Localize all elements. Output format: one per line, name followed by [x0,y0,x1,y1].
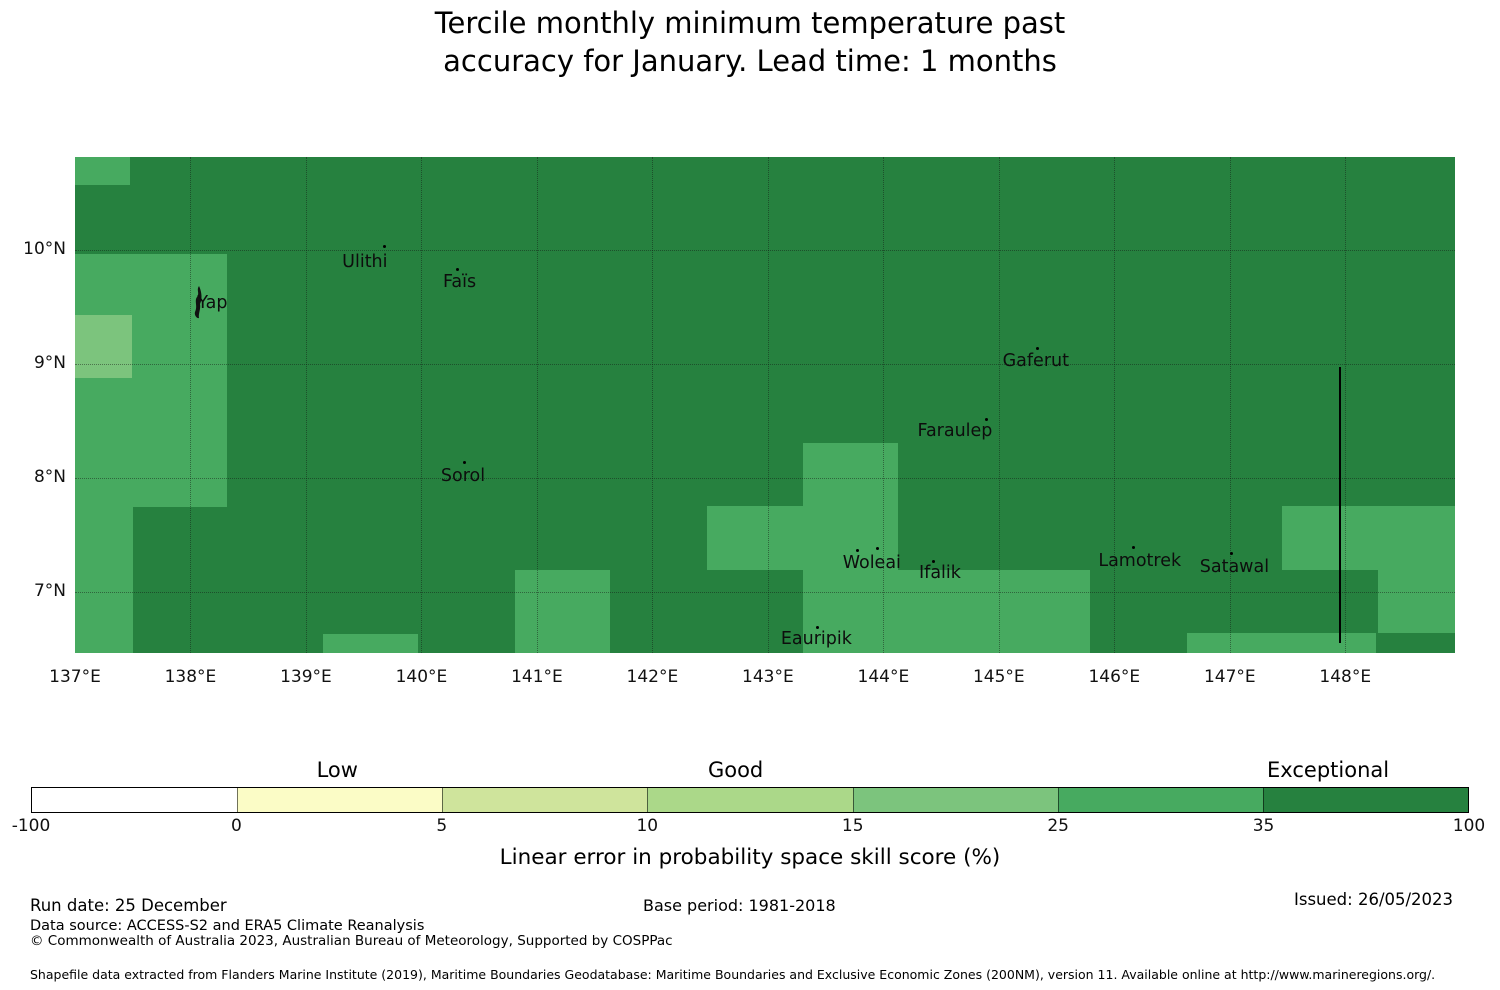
colorbar-category-label: Low [316,758,358,782]
gridline-meridian [998,157,1000,653]
colorbar-segment [442,788,648,812]
eez-boundary-line [1338,367,1341,643]
map-cell [1187,632,1377,653]
gridline-parallel [75,477,1455,479]
colorbar-tick-label: 5 [436,816,448,836]
map-cell [323,633,418,653]
island-label: Ifalik [919,563,961,584]
colorbar-tick-label: 0 [231,816,242,836]
y-axis-tick-label: 7°N [33,580,66,601]
island-marker-dot [383,245,387,249]
gridline-parallel [75,591,1455,593]
island-label: Eauripik [780,629,852,650]
island-marker-dot [815,625,819,629]
island-marker-dot [985,417,989,421]
x-axis-tick-label: 141°E [511,667,563,687]
colorbar-tick-label: 35 [1252,816,1275,836]
chart-title-line1: Tercile monthly minimum temperature past [434,6,1066,40]
colorbar-segment [1057,788,1263,812]
map-cell [802,442,899,570]
map-cell [802,569,1091,653]
x-axis-tick-label: 138°E [164,667,217,687]
chart-title-line2: accuracy for January. Lead time: 1 month… [443,44,1057,78]
island-label: Faraulep [917,421,993,442]
island-marker-dot [1229,552,1233,556]
map-cell [514,569,610,653]
island-marker-dot [462,461,466,465]
island-label: Woleai [842,553,901,574]
colorbar-tick-label: 15 [841,816,864,836]
gridline-meridian [1114,157,1116,653]
copyright-text: © Commonwealth of Australia 2023, Austra… [30,933,673,949]
shapefile-attribution-text: Shapefile data extracted from Flanders M… [30,967,1436,982]
run-date-text: Run date: 25 December [30,896,227,915]
map-cell [75,157,131,186]
island-marker-dot [456,267,460,271]
island-marker-dot [876,546,880,550]
gridline-meridian [421,157,423,653]
colorbar-category-label: Good [707,758,764,782]
map-cell [75,253,228,508]
colorbar-category-label: Exceptional [1267,758,1390,782]
map-cell [1281,506,1455,570]
colorbar-tick-label: 100 [1452,816,1486,836]
gridline-meridian [767,157,769,653]
issued-date-text: Issued: 26/05/2023 [1294,890,1454,909]
gridline-parallel [75,250,1455,252]
x-axis-tick-label: 140°E [395,667,448,687]
colorbar-segment [237,788,443,812]
map-cell [75,507,133,653]
colorbar [31,787,1469,813]
yap-island-shape [190,285,206,321]
colorbar-segment [32,788,238,812]
gridline-meridian [1345,157,1347,653]
y-axis-tick-label: 8°N [33,466,66,487]
x-axis-tick-label: 148°E [1319,667,1372,687]
island-label: Gaferut [1002,350,1069,371]
x-axis-tick-label: 143°E [742,667,794,687]
colorbar-tick-label: 10 [636,816,659,836]
x-axis-tick-label: 139°E [280,667,332,687]
map-cell [1377,569,1455,633]
gridline-meridian [536,157,538,653]
gridline-meridian [652,157,654,653]
gridline-meridian [305,157,307,653]
island-label: Faïs [442,272,477,293]
island-label: Satawal [1199,556,1270,577]
x-axis-tick-label: 147°E [1203,667,1256,687]
map-cell [75,315,132,378]
gridline-meridian [190,157,192,653]
island-label: Yap [197,292,228,313]
x-axis-tick-label: 137°E [49,667,101,687]
x-axis-tick-label: 144°E [857,667,910,687]
island-marker-dot [856,548,860,552]
island-marker-dot [1132,546,1136,550]
x-axis-tick-label: 145°E [972,667,1025,687]
colorbar-segment [852,788,1058,812]
colorbar-segment [1262,788,1468,812]
island-label: Ulithi [342,251,388,272]
colorbar-tick-label: -100 [11,816,51,836]
island-marker-dot [932,559,936,563]
data-source-text: Data source: ACCESS-S2 and ERA5 Climate … [30,918,425,934]
colorbar-segment [647,788,853,812]
base-period-text: Base period: 1981-2018 [643,896,836,915]
y-axis-tick-label: 10°N [23,239,66,260]
colorbar-tick-label: 25 [1047,816,1069,836]
island-marker-dot [1036,347,1040,351]
x-axis-tick-label: 142°E [626,667,679,687]
y-axis-tick-label: 9°N [33,353,66,374]
gridline-meridian [883,157,885,653]
island-label: Lamotrek [1098,550,1182,571]
map-cell [706,506,803,570]
x-axis-tick-label: 146°E [1088,667,1141,687]
island-label: Sorol [440,465,486,486]
gridline-parallel [75,364,1455,366]
colorbar-axis-label: Linear error in probability space skill … [499,845,1001,870]
gridline-meridian [1229,157,1231,653]
map-plot-area: Yap Ulithi Faïs Sorol Gaferut Faraulep Woleai I… [75,157,1455,653]
